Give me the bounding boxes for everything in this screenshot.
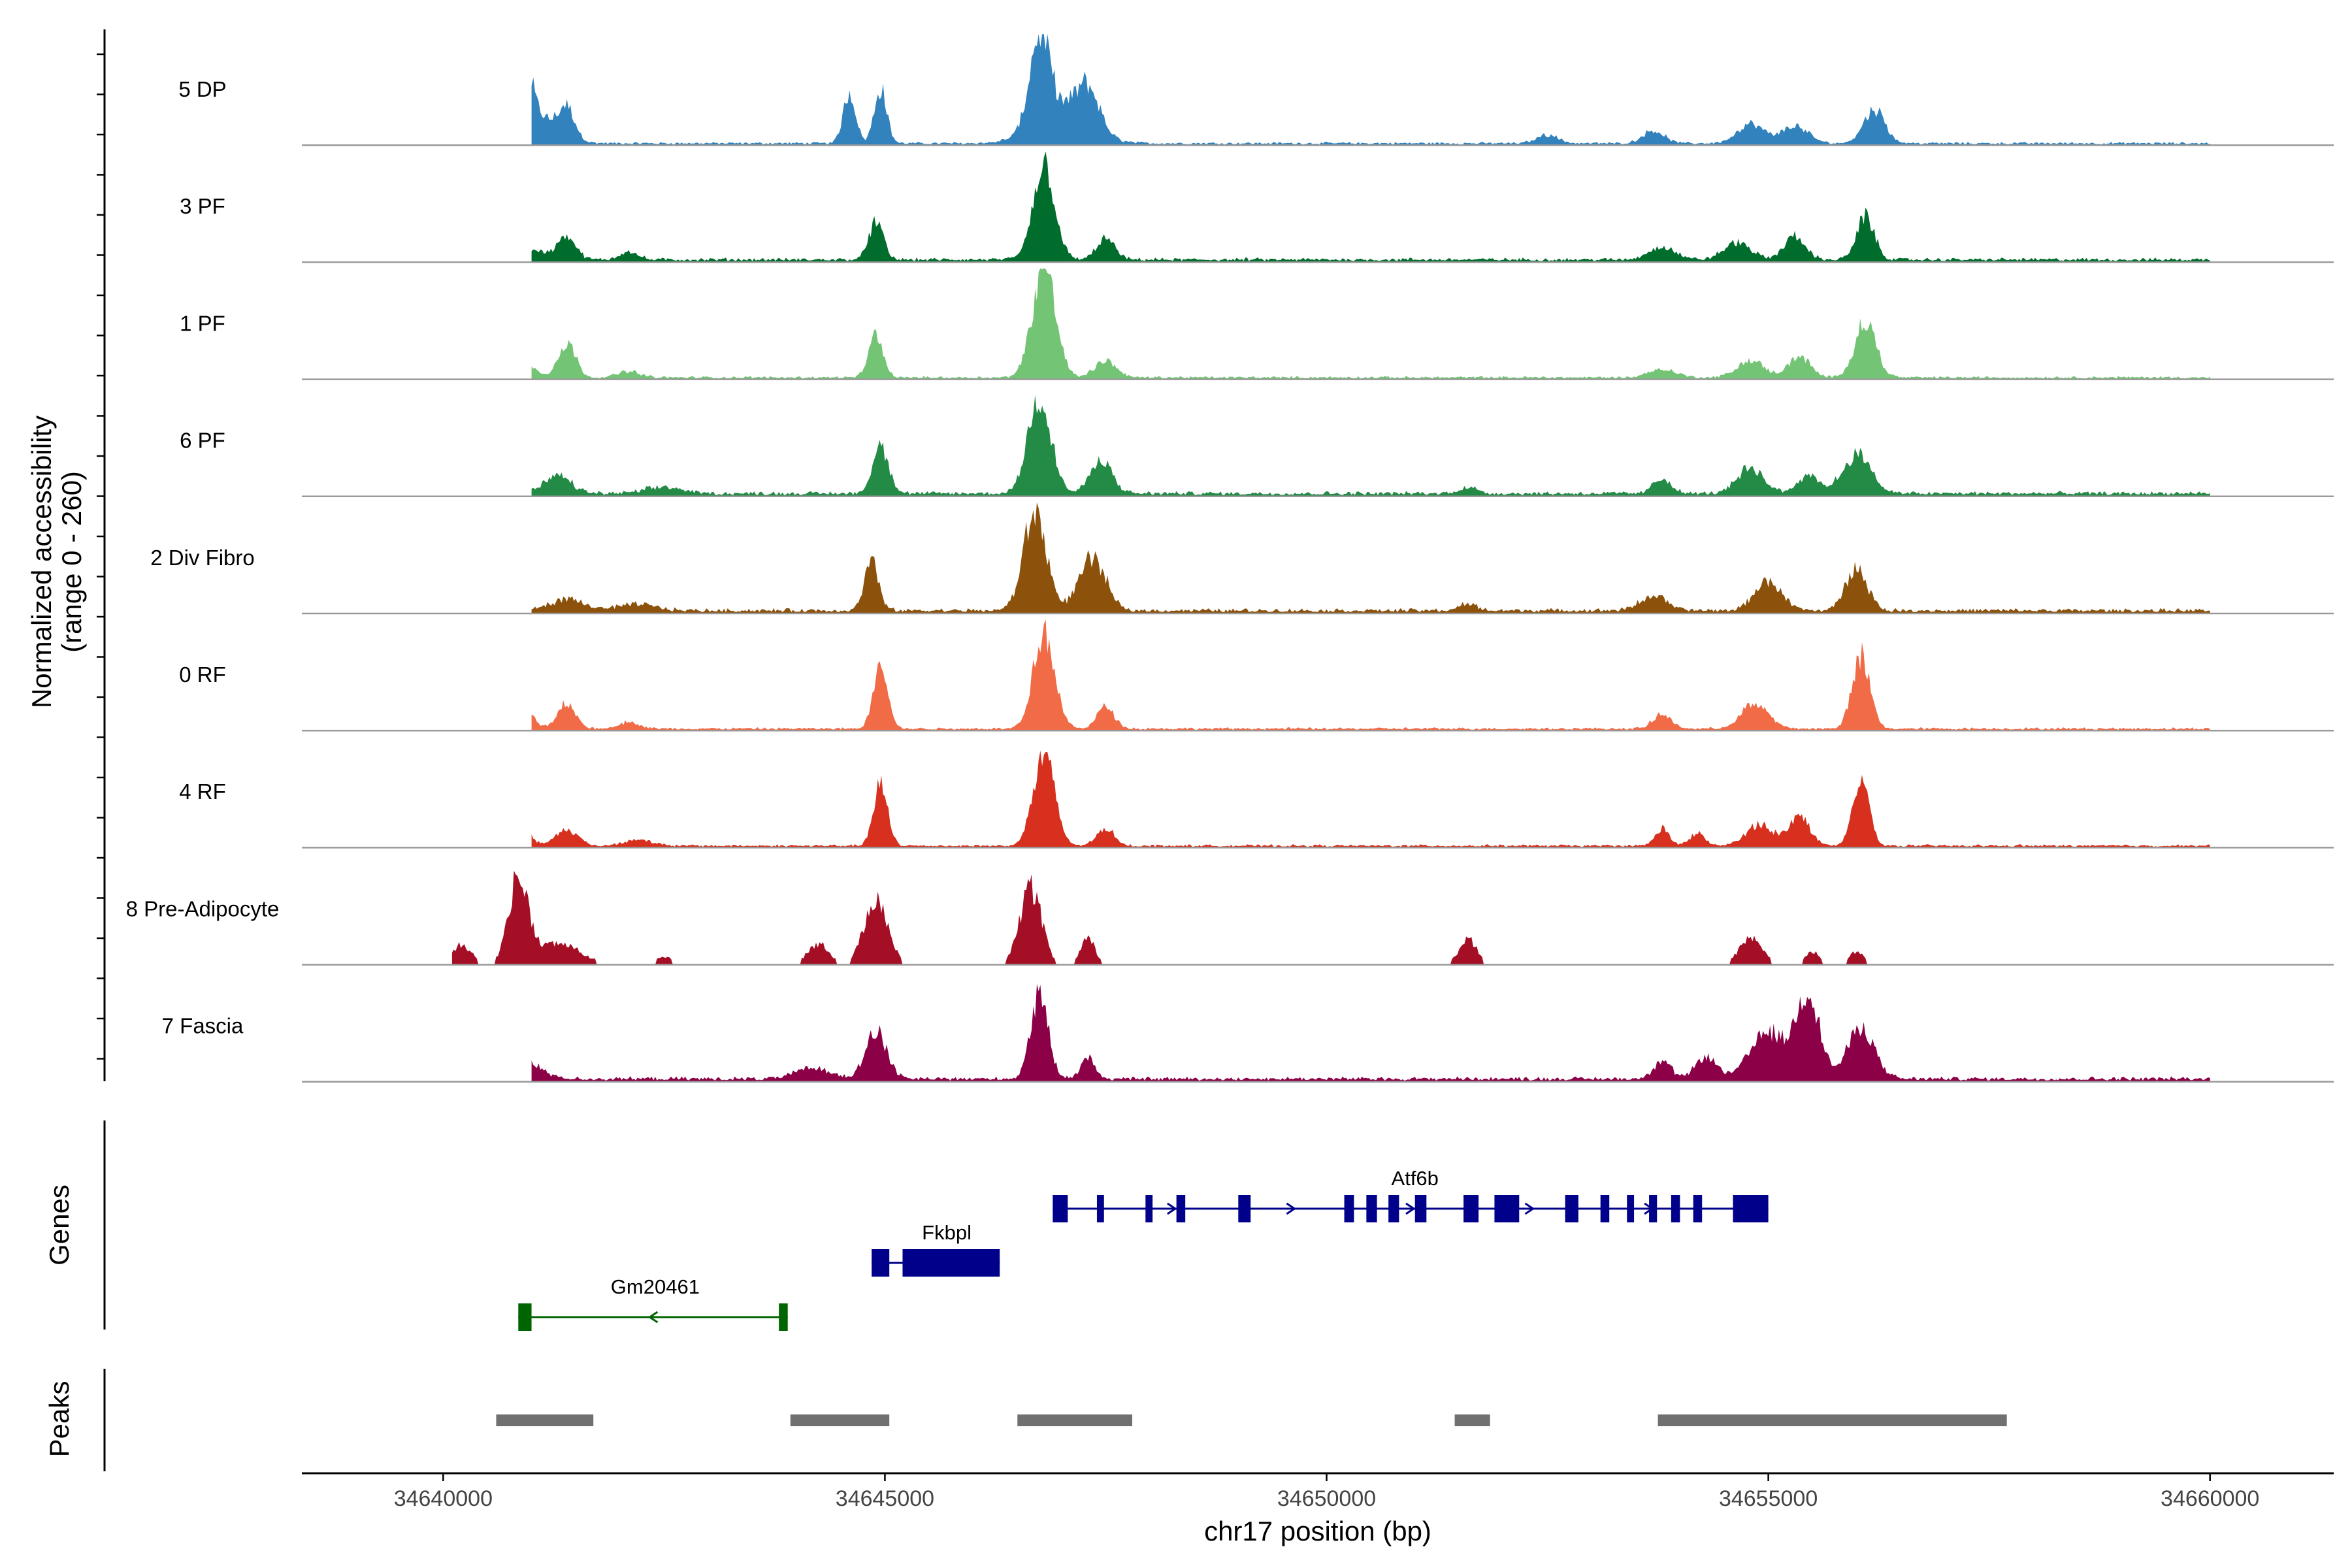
track-label: 2 Div Fibro [150,546,255,570]
genes-track: Atf6b Fkbpl Gm20461 [518,1167,1769,1331]
peaks-track [496,1414,2007,1426]
track-8-pre-adipocyte: 8 Pre-Adipocyte [126,870,2334,966]
coverage-y-ticks [97,53,105,1060]
track-0-rf: 0 RF [179,619,2334,732]
coverage-area [531,502,2210,613]
gene-exon [779,1303,788,1331]
track-3-pf: 3 PF [180,152,2334,263]
gene-exon [902,1249,1000,1277]
gene-exon [1565,1195,1578,1222]
gene-fkbpl: Fkbpl [872,1221,1000,1277]
x-axis-title: chr17 position (bp) [1204,1516,1431,1546]
strand-arrow [1524,1202,1535,1215]
gene-exon [1600,1195,1610,1222]
track-label: 5 DP [178,77,226,101]
x-tick-label: 34650000 [1277,1486,1376,1511]
track-label: 3 PF [180,194,225,218]
track-label: 6 PF [180,429,225,453]
strand-arrow [1405,1202,1416,1215]
gene-exon [1627,1195,1635,1222]
gene-exon [1053,1195,1068,1222]
gene-gm20461: Gm20461 [518,1275,788,1331]
peak-region [790,1414,890,1426]
gene-exon [1388,1195,1399,1222]
peak-region [1658,1414,2007,1426]
track-label: 0 RF [179,662,226,687]
gene-label: Gm20461 [611,1275,700,1298]
track-4-rf: 4 RF [179,750,2334,849]
gene-exon [1096,1195,1104,1222]
gene-label: Atf6b [1392,1167,1439,1190]
track-5-dp: 5 DP [178,34,2334,146]
genes-panel-title: Genes [44,1184,74,1266]
peak-region [496,1414,594,1426]
gene-exon [518,1303,532,1331]
track-label: 4 RF [179,779,226,804]
y-axis-range: (range 0 - 260) [56,471,87,653]
peak-region [1017,1414,1133,1426]
peak-region [1454,1414,1490,1426]
gene-exon [1145,1195,1153,1222]
y-axis-title: Normalized accessibility [26,416,57,708]
coverage-area [531,152,2210,263]
coverage-y-axis-title: Normalized accessibility (range 0 - 260) [26,416,87,708]
x-tick-label: 34645000 [836,1486,934,1511]
track-7-fascia: 7 Fascia [162,984,2334,1083]
track-label: 8 Pre-Adipocyte [126,896,280,921]
gene-exon [1649,1195,1658,1222]
track-6-pf: 6 PF [180,395,2334,498]
strand-arrow [647,1311,659,1324]
coverage-area [451,870,2210,965]
strand-arrow [1167,1202,1177,1215]
gene-exon [1414,1195,1427,1222]
gene-exon [1344,1195,1354,1222]
coverage-area [531,619,2210,731]
gene-atf6b: Atf6b [1053,1167,1769,1222]
gene-exon [872,1249,890,1277]
x-axis-ticks: 34640000 34645000 34650000 34655000 34660000 [394,1473,2259,1511]
coverage-area [531,984,2210,1082]
gene-label: Fkbpl [922,1221,972,1244]
gene-exon [1463,1195,1479,1222]
coverage-area [531,268,2210,380]
track-2-div-fibro: 2 Div Fibro [150,502,2334,615]
gene-exon [1176,1195,1186,1222]
track-label: 1 PF [180,311,225,335]
x-tick-label: 34660000 [2161,1486,2259,1511]
gene-exon [1366,1195,1377,1222]
x-tick-label: 34640000 [394,1486,493,1511]
gene-exon [1693,1195,1703,1222]
gene-exon [1733,1195,1769,1222]
coverage-area [531,750,2210,848]
coverage-tracks: 5 DP 3 PF 1 PF 6 PF 2 Div Fibro 0 RF 4 RF 8 Pre… [126,34,2334,1083]
peaks-panel-title: Peaks [44,1381,74,1458]
track-label: 7 Fascia [162,1014,244,1038]
strand-arrow [1286,1202,1297,1215]
gene-exon [1238,1195,1251,1222]
coverage-area [531,395,2210,497]
track-1-pf: 1 PF [180,268,2334,380]
x-tick-label: 34655000 [1719,1486,1818,1511]
coverage-area [531,34,2210,146]
gene-exon [1671,1195,1680,1222]
gene-exon [1494,1195,1520,1222]
